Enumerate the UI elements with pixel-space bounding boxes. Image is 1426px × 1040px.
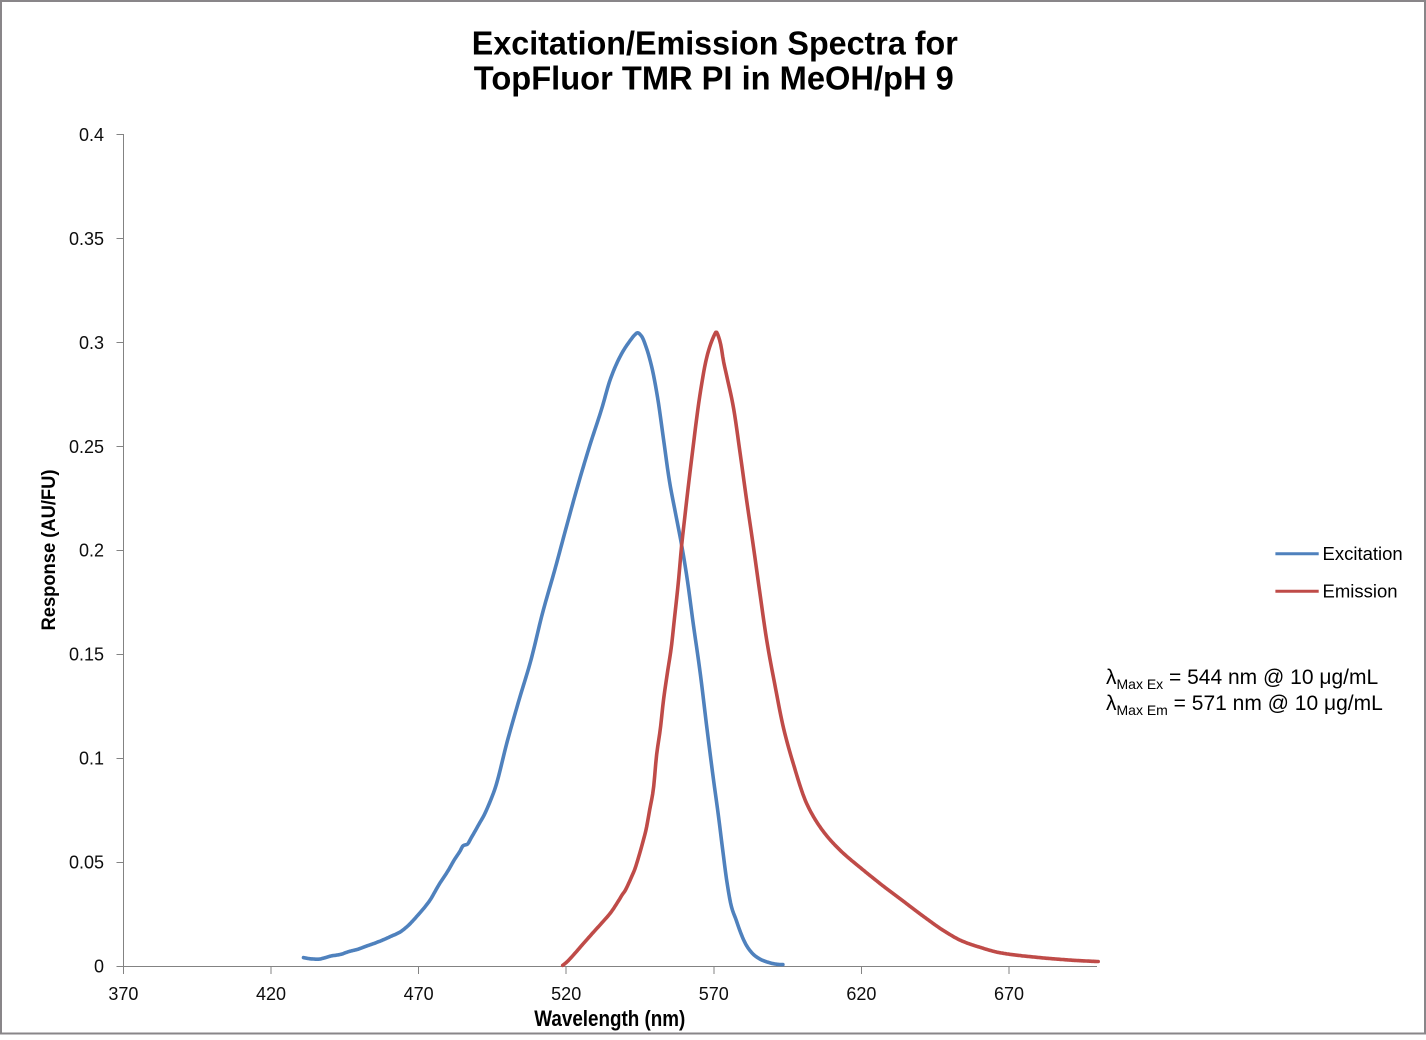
svg-text:0.2: 0.2 [79, 541, 104, 561]
svg-text:λMax Em = 571 nm @ 10 μg/mL: λMax Em = 571 nm @ 10 μg/mL [1106, 692, 1383, 718]
svg-text:670: 670 [994, 984, 1024, 1004]
svg-text:0.15: 0.15 [69, 645, 104, 665]
svg-text:0: 0 [94, 957, 104, 977]
svg-text:470: 470 [404, 984, 434, 1004]
svg-text:Response (AU/FU): Response (AU/FU) [39, 470, 60, 631]
svg-text:0.4: 0.4 [79, 125, 104, 145]
svg-text:0.25: 0.25 [69, 437, 104, 457]
svg-text:370: 370 [108, 984, 138, 1004]
svg-text:Emission: Emission [1323, 581, 1398, 602]
svg-text:620: 620 [846, 984, 876, 1004]
svg-text:0.35: 0.35 [69, 229, 104, 249]
svg-text:420: 420 [256, 984, 286, 1004]
svg-text:Wavelength (nm): Wavelength (nm) [534, 1006, 685, 1031]
svg-text:0.3: 0.3 [79, 333, 104, 353]
svg-text:Excitation: Excitation [1323, 543, 1403, 564]
svg-text:TopFluor TMR PI in MeOH/pH 9: TopFluor TMR PI in MeOH/pH 9 [474, 59, 954, 96]
svg-text:0.05: 0.05 [69, 853, 104, 873]
svg-text:520: 520 [551, 984, 581, 1004]
svg-text:0.1: 0.1 [79, 749, 104, 769]
svg-text:570: 570 [699, 984, 729, 1004]
svg-text:Excitation/Emission Spectra fo: Excitation/Emission Spectra for [472, 25, 958, 62]
